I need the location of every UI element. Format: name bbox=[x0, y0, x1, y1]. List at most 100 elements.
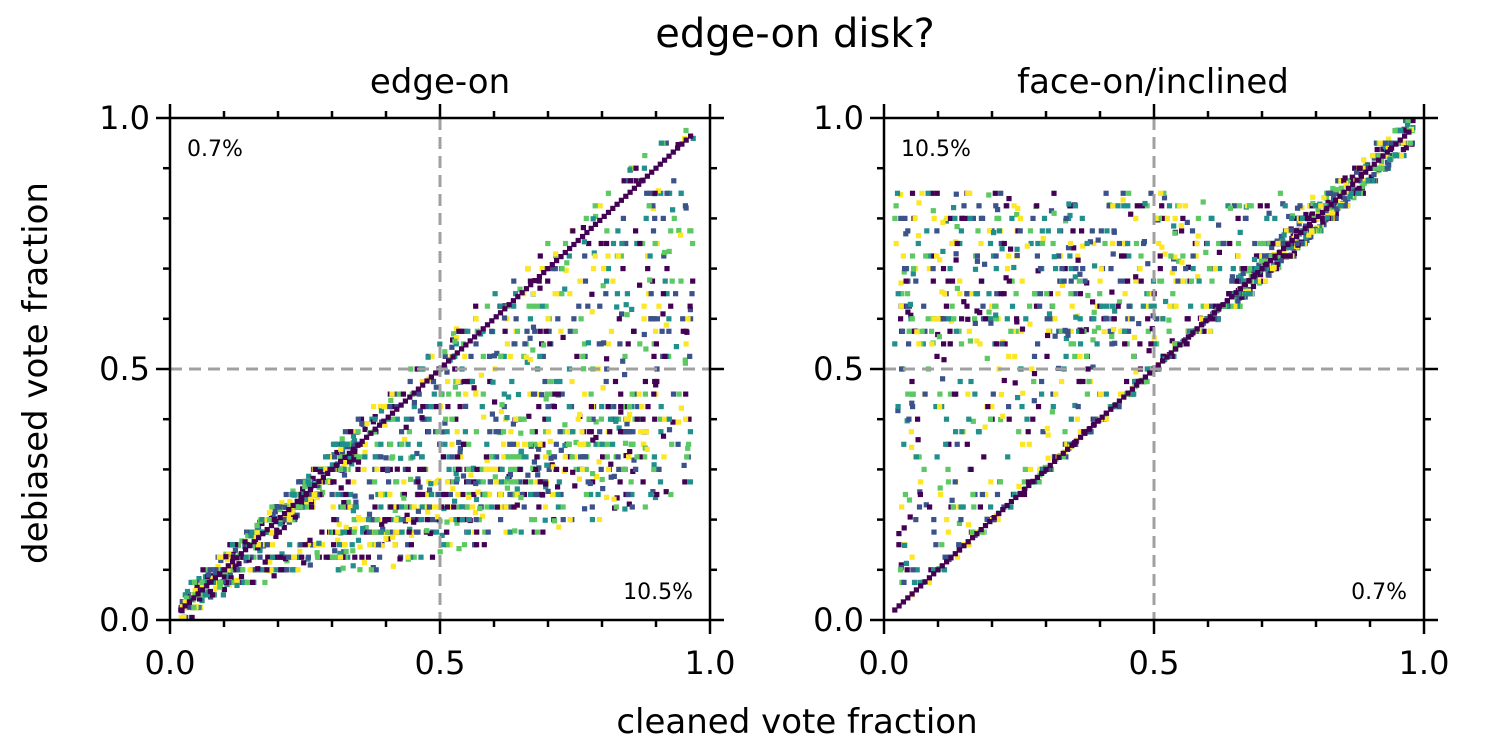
scatter-point bbox=[570, 469, 576, 475]
scatter-point bbox=[1370, 153, 1376, 159]
scatter-point bbox=[658, 429, 664, 435]
scatter-point bbox=[974, 253, 980, 259]
scatter-point bbox=[645, 404, 651, 410]
scatter-point bbox=[529, 517, 535, 523]
scatter-point bbox=[487, 429, 493, 435]
scatter-point bbox=[582, 454, 588, 460]
scatter-point bbox=[519, 290, 525, 296]
scatter-point bbox=[1091, 328, 1098, 334]
scatter-point bbox=[588, 404, 594, 410]
scatter-point bbox=[562, 240, 569, 247]
scatter-point bbox=[366, 479, 372, 485]
scatter-point bbox=[1251, 256, 1258, 263]
scatter-point bbox=[673, 291, 679, 297]
scatter-point bbox=[1373, 165, 1379, 171]
scatter-point bbox=[1086, 426, 1092, 432]
scatter-point bbox=[1016, 483, 1022, 489]
scatter-point bbox=[415, 491, 421, 498]
scatter-point bbox=[474, 529, 480, 535]
scatter-point bbox=[360, 529, 366, 535]
scatter-point bbox=[390, 517, 396, 523]
scatter-point bbox=[1060, 454, 1066, 460]
scatter-point bbox=[1171, 223, 1177, 229]
scatter-point bbox=[598, 341, 604, 347]
scatter-point bbox=[975, 228, 981, 234]
scatter-point bbox=[425, 354, 431, 360]
scatter-point bbox=[408, 366, 414, 372]
scatter-point bbox=[1052, 458, 1058, 464]
scatter-point bbox=[343, 548, 349, 554]
scatter-point bbox=[1077, 341, 1084, 347]
scatter-point bbox=[375, 542, 382, 548]
scatter-point bbox=[622, 506, 628, 512]
scatter-point bbox=[392, 542, 398, 548]
scatter-point bbox=[1091, 240, 1097, 247]
scatter-point bbox=[504, 485, 510, 491]
scatter-point bbox=[545, 316, 551, 322]
scatter-point bbox=[298, 491, 304, 498]
scatter-point bbox=[1085, 292, 1091, 299]
scatter-point bbox=[1109, 341, 1115, 347]
scatter-point bbox=[653, 341, 659, 347]
scatter-point bbox=[191, 604, 197, 611]
scatter-point bbox=[530, 291, 537, 297]
scatter-point bbox=[658, 416, 664, 422]
scatter-point bbox=[1172, 341, 1178, 347]
scatter-point bbox=[670, 149, 676, 155]
scatter-point bbox=[934, 190, 940, 196]
scatter-point bbox=[499, 402, 505, 408]
scatter-point bbox=[899, 504, 905, 510]
scatter-point bbox=[1161, 195, 1168, 201]
scatter-point bbox=[617, 341, 623, 347]
scatter-point bbox=[911, 579, 918, 585]
scatter-point bbox=[958, 504, 964, 510]
scatter-point bbox=[1325, 212, 1331, 218]
scatter-point bbox=[585, 303, 591, 309]
scatter-point bbox=[675, 145, 681, 151]
scatter-point bbox=[600, 454, 606, 460]
scatter-point bbox=[1031, 353, 1038, 359]
scatter-point bbox=[536, 491, 542, 498]
scatter-point bbox=[598, 466, 604, 472]
scatter-point bbox=[640, 479, 646, 485]
scatter-point bbox=[616, 316, 622, 322]
scatter-point bbox=[1025, 429, 1031, 435]
scatter-point bbox=[548, 455, 554, 461]
scatter-point bbox=[992, 303, 998, 309]
scatter-point bbox=[987, 416, 994, 422]
scatter-point bbox=[943, 416, 950, 422]
scatter-point bbox=[1082, 430, 1088, 436]
scatter-point bbox=[1122, 341, 1128, 347]
scatter-point bbox=[411, 504, 417, 510]
scatter-point bbox=[981, 454, 987, 460]
scatter-point bbox=[350, 548, 356, 554]
scatter-point bbox=[956, 542, 962, 548]
scatter-points bbox=[892, 117, 1416, 613]
scatter-point bbox=[480, 513, 486, 519]
scatter-point bbox=[682, 360, 688, 366]
scatter-point bbox=[401, 491, 407, 498]
scatter-point bbox=[540, 441, 546, 447]
scatter-point bbox=[1065, 245, 1072, 251]
scatter-point bbox=[349, 542, 355, 548]
scatter-point bbox=[473, 316, 479, 322]
scatter-point bbox=[242, 539, 248, 545]
scatter-point bbox=[1172, 230, 1178, 236]
scatter-point bbox=[1266, 240, 1272, 247]
scatter-point bbox=[1151, 303, 1157, 309]
scatter-point bbox=[284, 567, 290, 573]
scatter-point bbox=[647, 253, 653, 259]
scatter-point bbox=[1051, 210, 1057, 216]
scatter-point bbox=[195, 591, 201, 597]
scatter-point bbox=[359, 438, 365, 444]
scatter-point bbox=[1257, 240, 1264, 247]
scatter-point bbox=[898, 562, 904, 568]
scatter-point bbox=[581, 341, 588, 347]
scatter-point bbox=[964, 441, 970, 447]
scatter-point bbox=[378, 408, 385, 414]
scatter-point bbox=[1034, 474, 1040, 480]
scatter-point bbox=[1019, 326, 1026, 332]
scatter-point bbox=[537, 328, 543, 334]
scatter-point bbox=[624, 416, 630, 422]
scatter-point bbox=[479, 404, 485, 410]
